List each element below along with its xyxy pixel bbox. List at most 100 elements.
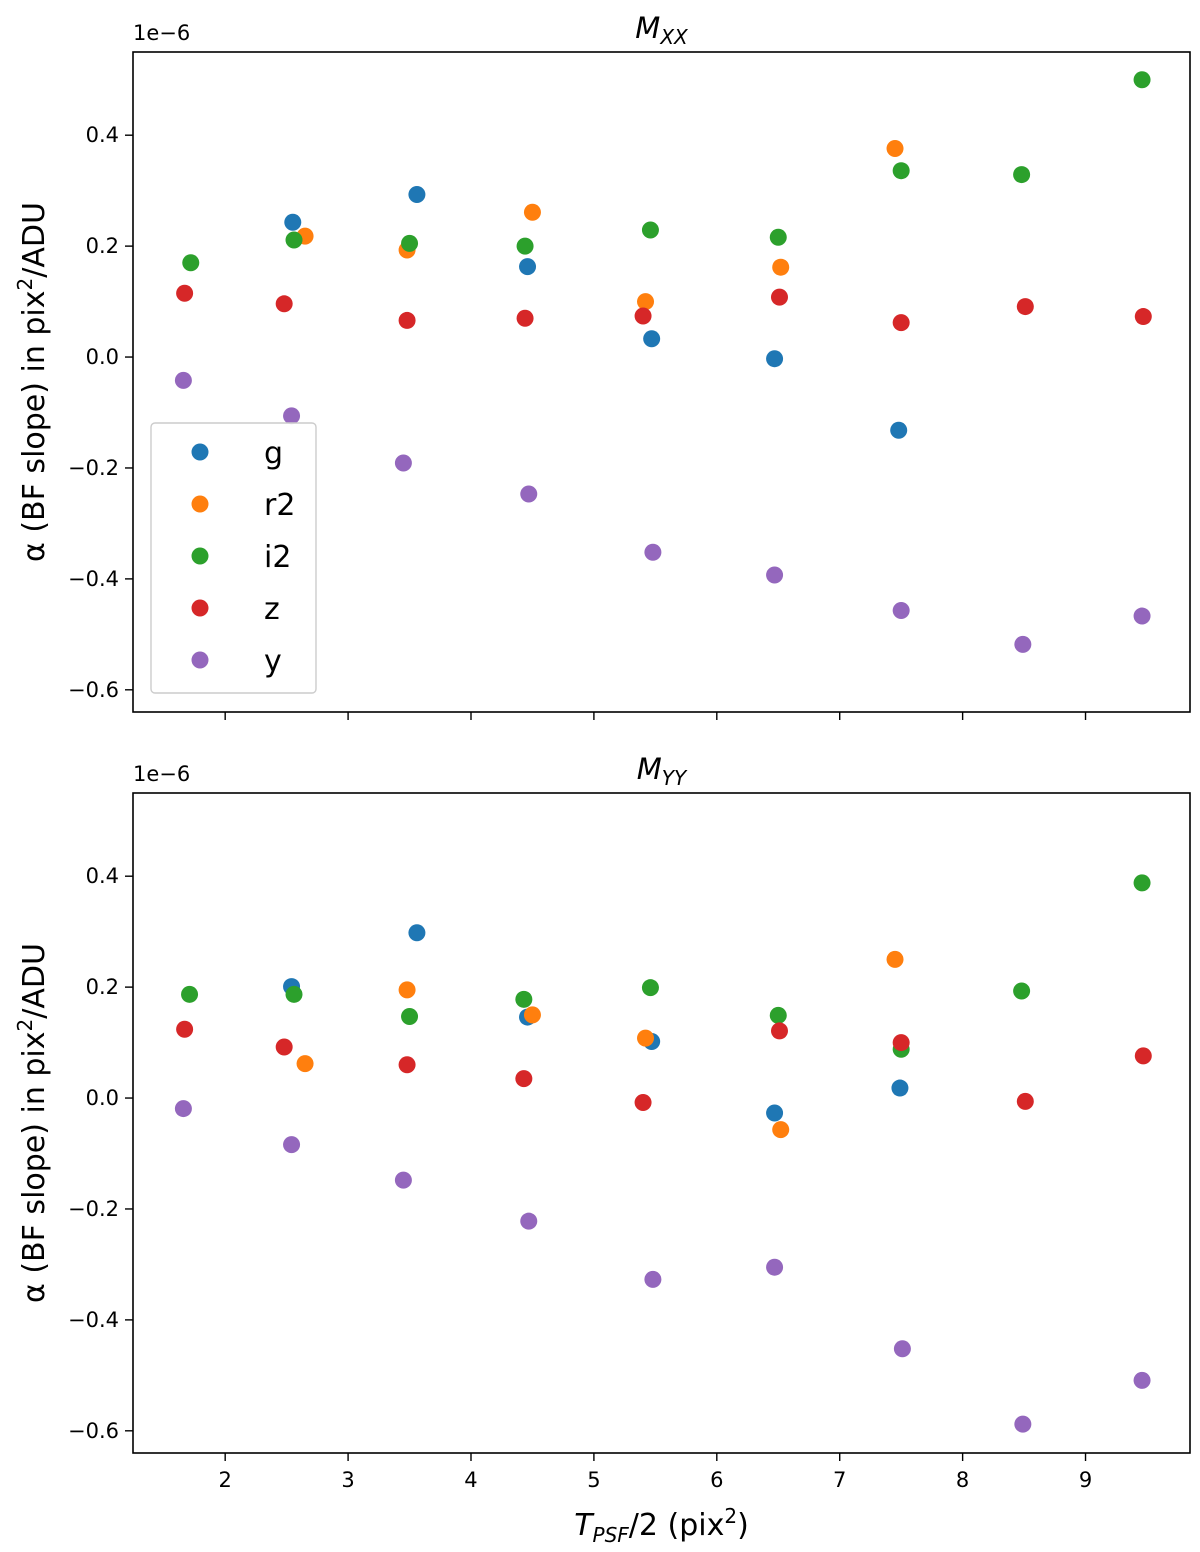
point-z [516, 309, 534, 327]
panel-title: MXX [635, 11, 689, 49]
point-g [890, 421, 908, 439]
point-r2 [637, 293, 655, 311]
panel-myy: −0.6 −0.4 −0.2 0.0 0.2 0.4 2 3 4 5 6 7 8 9 1e−6 MYY α (B… [13, 752, 1191, 1547]
point-i2 [181, 985, 199, 1003]
point-r2 [886, 950, 904, 968]
point-y [283, 1136, 301, 1154]
x-tick-label: 7 [833, 1468, 846, 1492]
point-i2 [892, 162, 910, 180]
point-z [275, 295, 293, 313]
y-tick-label: −0.6 [68, 1419, 119, 1443]
y-tick-label: −0.2 [68, 1197, 119, 1221]
legend-label-i2: i2 [264, 540, 291, 575]
panel-mxx: −0.6 −0.4 −0.2 0.0 0.2 0.4 1e−6 MXX α (BF slope)… [13, 11, 1191, 720]
point-r2 [772, 1121, 790, 1139]
point-z [1016, 1092, 1034, 1110]
legend-label-z: z [264, 592, 280, 627]
series-g [283, 924, 909, 1122]
x-tick-label: 5 [587, 1468, 600, 1492]
point-y [520, 485, 538, 503]
x-tick-label: 8 [956, 1468, 969, 1492]
point-i2 [769, 228, 787, 246]
point-g [643, 330, 661, 348]
point-r2 [523, 1006, 541, 1024]
point-y [394, 1171, 412, 1189]
point-i2 [182, 254, 200, 272]
point-y [644, 543, 662, 561]
point-y [766, 1258, 784, 1276]
point-y [893, 1340, 911, 1358]
point-g [408, 924, 426, 942]
point-y [1133, 607, 1151, 625]
point-y [1014, 635, 1032, 653]
y-tick-label: −0.6 [68, 678, 119, 702]
y-axis-label: α (BF slope) in pix2/ADU [13, 943, 52, 1303]
x-tick-label: 3 [341, 1468, 354, 1492]
x-tick-label: 9 [1079, 1468, 1092, 1492]
point-y [1014, 1415, 1032, 1433]
point-g [766, 350, 784, 368]
point-g [766, 1104, 784, 1122]
y-tick-label: −0.4 [68, 567, 119, 591]
legend-label-y: y [264, 644, 282, 679]
y-tick-label: 0.2 [86, 975, 119, 999]
point-i2 [1013, 982, 1031, 1000]
point-r2 [637, 1029, 655, 1047]
point-y [394, 454, 412, 472]
point-z [176, 1020, 194, 1038]
legend-marker-r2 [191, 495, 209, 513]
point-g [891, 1079, 909, 1097]
point-z [892, 1034, 910, 1052]
legend: g r2 i2 zy [150, 422, 317, 694]
point-z [770, 288, 788, 306]
point-z [892, 314, 910, 332]
point-z [398, 1056, 416, 1074]
point-z [515, 1070, 533, 1088]
point-i2 [285, 231, 303, 249]
legend-label-r2: r2 [264, 488, 295, 523]
point-i2 [641, 221, 659, 239]
y-tick-label: 0.4 [86, 123, 119, 147]
y-tick-label: 0.2 [86, 234, 119, 258]
series-i2 [182, 71, 1151, 272]
series-g [284, 186, 908, 439]
point-g [519, 258, 537, 276]
legend-marker-y [191, 651, 209, 669]
y-tick-label: −0.4 [68, 1308, 119, 1332]
legend-marker-g [191, 443, 209, 461]
y-offset-text: 1e−6 [133, 21, 190, 45]
series-y [174, 1100, 1151, 1433]
point-i2 [1013, 166, 1031, 184]
point-r2 [523, 203, 541, 221]
x-tick-label: 4 [464, 1468, 477, 1492]
point-y [766, 566, 784, 584]
y-tick-label: 0.0 [86, 1086, 119, 1110]
point-z [1016, 298, 1034, 316]
legend-label-g: g [264, 436, 283, 471]
plot-frame [132, 51, 1191, 713]
panel-title: MYY [637, 752, 688, 790]
y-tick-label: 0.0 [86, 345, 119, 369]
point-i2 [1133, 71, 1151, 89]
y-tick-label: −0.2 [68, 456, 119, 480]
point-z [634, 307, 652, 325]
point-i2 [641, 979, 659, 997]
point-y [174, 1100, 192, 1118]
point-y [520, 1212, 538, 1230]
point-i2 [1133, 874, 1151, 892]
series-r2 [296, 950, 904, 1139]
point-z [275, 1038, 293, 1056]
series-y [174, 371, 1151, 653]
point-y [1133, 1371, 1151, 1389]
point-y [892, 602, 910, 620]
y-offset-text: 1e−6 [133, 762, 190, 786]
point-i2 [285, 985, 303, 1003]
point-g [408, 186, 426, 204]
y-tick-label: 0.4 [86, 864, 119, 888]
point-z [634, 1093, 652, 1111]
series-z [176, 1020, 1152, 1111]
point-r2 [886, 140, 904, 158]
point-z [1134, 308, 1152, 326]
legend-marker-z [191, 599, 209, 617]
